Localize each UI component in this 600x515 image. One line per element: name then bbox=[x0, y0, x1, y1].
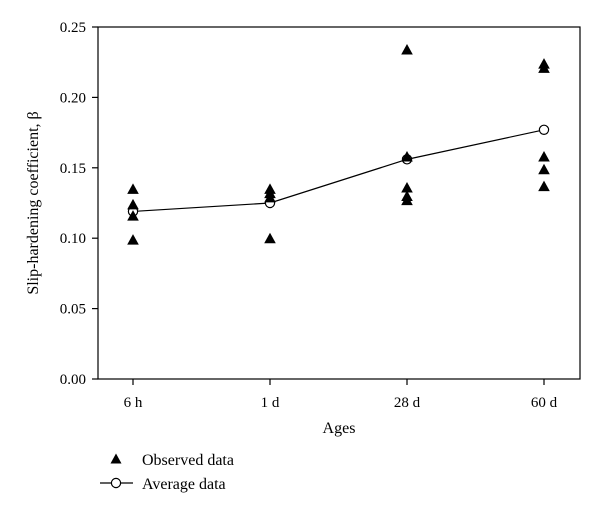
observed-point bbox=[538, 163, 550, 175]
observed-point bbox=[264, 232, 276, 244]
observed-point bbox=[127, 183, 139, 194]
average-line bbox=[132, 129, 545, 213]
legend-observed-label: Observed data bbox=[142, 452, 234, 469]
x-tick-label: 28 d bbox=[394, 395, 421, 411]
legend: Observed data Average data bbox=[100, 452, 234, 493]
x-tick-label: 1 d bbox=[261, 395, 280, 411]
observed-point bbox=[538, 180, 550, 192]
x-tick-label: 6 h bbox=[124, 395, 143, 411]
average-point bbox=[538, 124, 550, 135]
observed-point bbox=[127, 210, 139, 221]
y-axis-title: Slip-hardening coefficient, β bbox=[25, 111, 42, 294]
observed-point bbox=[401, 151, 413, 162]
x-axis: 6 h 1 d 28 d 60 d bbox=[124, 379, 558, 411]
average-series bbox=[127, 124, 550, 217]
x-tick-label: 60 d bbox=[531, 395, 558, 411]
legend-observed-marker bbox=[110, 453, 122, 464]
y-axis: 0.00 0.05 0.10 0.15 0.20 0.25 bbox=[60, 20, 98, 388]
observed-point bbox=[127, 198, 139, 210]
x-axis-title: Ages bbox=[323, 420, 356, 437]
observed-point bbox=[538, 151, 550, 162]
y-tick-label: 0.15 bbox=[60, 161, 86, 177]
y-tick-label: 0.20 bbox=[60, 90, 86, 106]
observed-series bbox=[127, 44, 550, 245]
plot-frame bbox=[97, 26, 581, 380]
y-tick-label: 0.25 bbox=[60, 20, 86, 36]
observed-point bbox=[264, 191, 276, 203]
observed-point bbox=[401, 194, 413, 206]
y-tick-label: 0.05 bbox=[60, 302, 86, 318]
y-tick-label: 0.10 bbox=[60, 231, 86, 247]
y-tick-label: 0.00 bbox=[60, 372, 86, 388]
observed-point bbox=[401, 44, 413, 55]
observed-point bbox=[127, 234, 139, 245]
legend-average-label: Average data bbox=[142, 476, 226, 493]
observed-point bbox=[401, 182, 413, 193]
legend-average-marker bbox=[110, 477, 122, 489]
observed-point bbox=[538, 62, 550, 73]
